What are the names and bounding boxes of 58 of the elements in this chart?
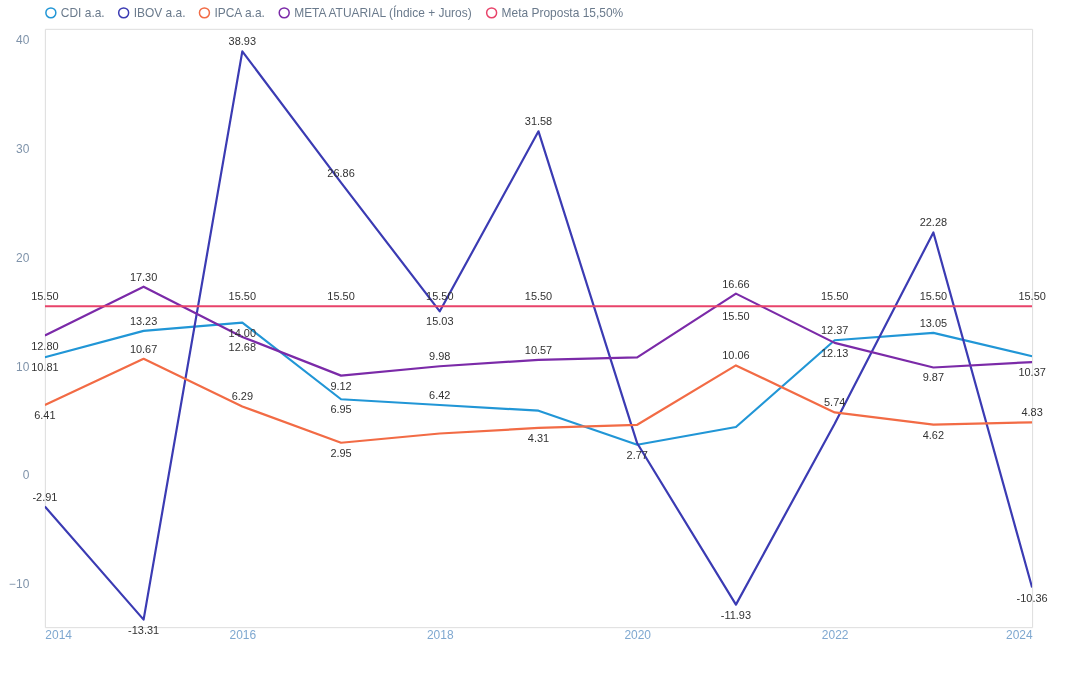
y-tick-label: −10 <box>9 577 30 592</box>
data-label: 15.50 <box>919 290 948 303</box>
data-label: 10.57 <box>524 343 553 356</box>
data-label: 9.12 <box>330 379 352 392</box>
y-tick-label: 0 <box>22 468 30 483</box>
data-label: 10.06 <box>722 349 750 362</box>
data-label: 12.68 <box>228 340 257 353</box>
data-label: 4.83 <box>1021 406 1043 419</box>
data-label: 12.13 <box>820 346 849 359</box>
data-label: -10.36 <box>1016 591 1048 604</box>
data-label: 6.95 <box>330 403 352 416</box>
legend-label: CDI a.a. <box>60 5 105 20</box>
data-label: 9.98 <box>429 350 451 363</box>
x-tick-label: 2022 <box>821 627 849 642</box>
data-label: 5.74 <box>824 396 846 409</box>
y-tick-label: 10 <box>16 359 30 374</box>
data-label: 13.05 <box>919 316 948 329</box>
data-label: 6.41 <box>34 409 56 422</box>
data-label: 12.37 <box>820 324 849 337</box>
data-label: 10.81 <box>31 361 59 374</box>
data-label: 15.03 <box>426 315 454 328</box>
x-tick-label: 2024 <box>1006 627 1033 642</box>
y-tick-label: 20 <box>16 250 30 265</box>
y-tick-label: 40 <box>16 33 30 48</box>
data-label: 10.37 <box>1018 366 1046 378</box>
data-label: -11.93 <box>720 608 752 621</box>
data-label: 17.30 <box>129 270 158 283</box>
data-label: 6.29 <box>231 390 253 403</box>
data-label: 15.50 <box>228 290 257 303</box>
data-label: 38.93 <box>228 35 257 48</box>
x-tick-label: 2014 <box>45 627 73 642</box>
data-label: 10.67 <box>129 342 158 355</box>
legend-label: META ATUARIAL (Índice + Juros) <box>294 4 472 20</box>
y-tick-label: 30 <box>16 141 30 156</box>
data-label: 6.42 <box>429 389 451 402</box>
data-label: 16.66 <box>722 277 750 290</box>
data-label: 15.50 <box>1018 290 1046 303</box>
x-tick-label: 2016 <box>229 627 257 642</box>
data-label: 9.87 <box>922 371 945 384</box>
data-label: 15.50 <box>524 290 553 303</box>
data-label: 4.31 <box>527 431 550 444</box>
data-label: 2.95 <box>330 446 352 459</box>
legend-label: IBOV a.a. <box>133 5 186 20</box>
legend-label: Meta Proposta 15,50% <box>501 5 624 20</box>
data-label: 12.80 <box>31 339 59 352</box>
data-label: -2.91 <box>32 490 58 503</box>
x-tick-label: 2020 <box>624 627 652 642</box>
data-label: 15.50 <box>327 290 355 303</box>
data-label: 22.28 <box>919 216 948 229</box>
data-label: -13.31 <box>128 623 160 636</box>
x-tick-label: 2018 <box>426 627 454 642</box>
legend-label: IPCA a.a. <box>214 5 265 20</box>
data-label: 31.58 <box>524 115 553 128</box>
data-label: 15.50 <box>722 310 750 323</box>
data-label: 15.50 <box>820 290 849 303</box>
data-label: 4.62 <box>922 428 945 441</box>
data-label: 13.23 <box>129 314 158 327</box>
data-label: 15.50 <box>31 290 59 303</box>
